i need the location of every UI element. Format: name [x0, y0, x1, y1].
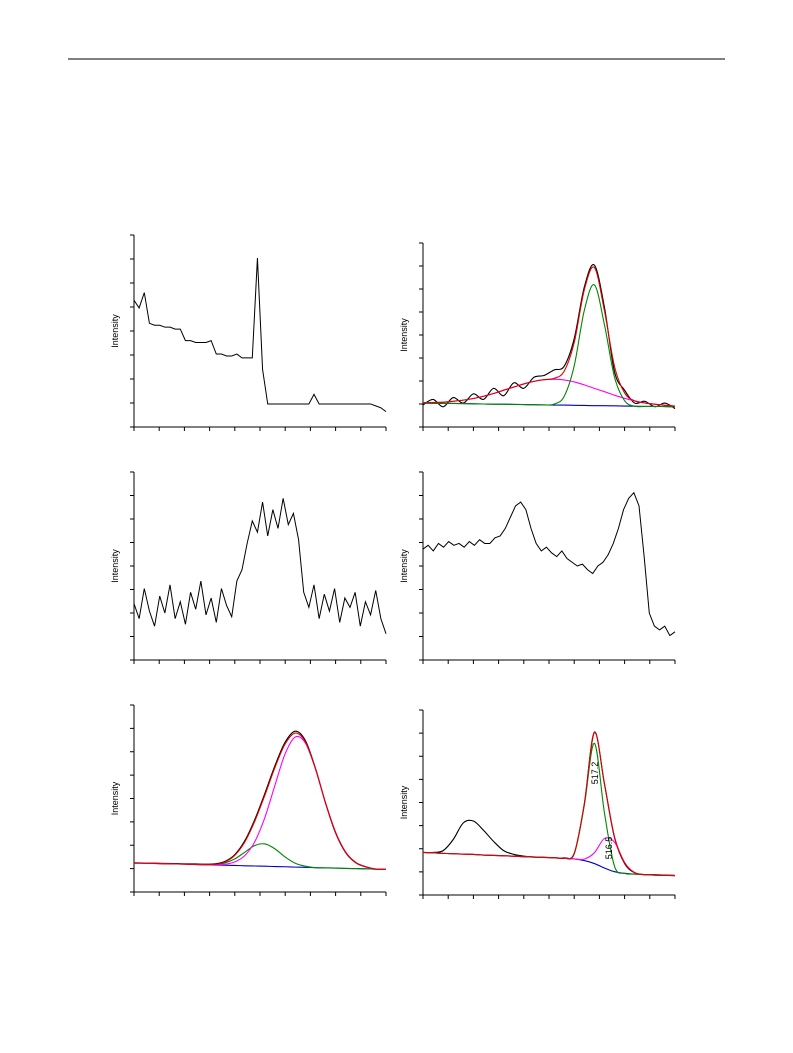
spectrum-line [133, 258, 387, 413]
y-axis-label: Intensity [110, 314, 120, 348]
spectrum-line [133, 735, 387, 870]
spectrum-line [422, 284, 676, 408]
y-axis-label: Intensity [110, 781, 120, 815]
spectrum-line [422, 491, 676, 637]
spectrum-line [133, 498, 387, 634]
y-axis-label: Intensity [110, 549, 120, 583]
peak-label: 516.5 [604, 837, 614, 860]
y-axis-label: Intensity [399, 785, 409, 819]
spectrum-line [422, 264, 676, 410]
spectrum-line [133, 730, 387, 870]
y-axis-label: Intensity [399, 549, 409, 583]
spectrum-line [422, 266, 676, 407]
spectrum-line [422, 851, 676, 877]
peak-label: 517.2 [590, 762, 600, 785]
spectrum-line [422, 732, 676, 877]
spectrum-line [422, 742, 676, 877]
spectrum-line [133, 732, 387, 870]
y-axis-label: Intensity [399, 318, 409, 352]
spectrum-line [422, 837, 676, 877]
